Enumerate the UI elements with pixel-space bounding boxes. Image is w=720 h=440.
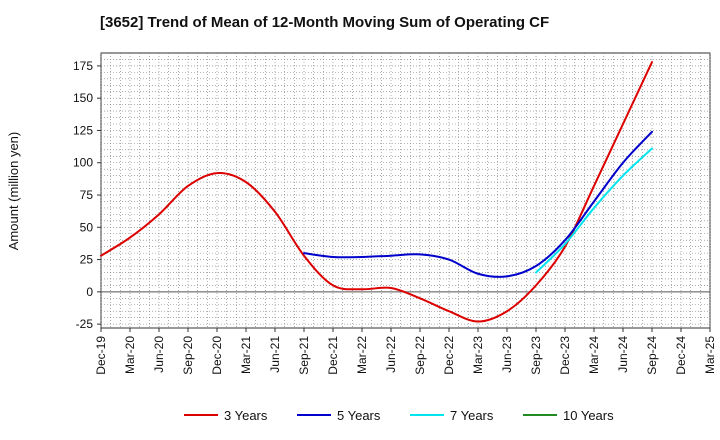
x-tick-label: Jun-23 (500, 336, 514, 373)
y-tick-label: 0 (86, 285, 93, 299)
x-tick-label: Sep-20 (181, 336, 195, 375)
x-tick-label: Sep-22 (413, 336, 427, 375)
x-tick-label: Sep-21 (297, 336, 311, 375)
y-tick-label: 150 (73, 91, 93, 105)
x-tick-label: Jun-22 (384, 336, 398, 373)
chart-title: [3652] Trend of Mean of 12-Month Moving … (100, 14, 549, 31)
y-tick-label: 50 (80, 220, 94, 234)
legend-label-10-years: 10 Years (563, 408, 614, 423)
x-tick-label: Jun-24 (616, 336, 630, 373)
y-tick-label: 125 (73, 123, 93, 137)
y-tick-label: 75 (80, 188, 94, 202)
plot-frame (100, 52, 711, 329)
x-tick-label: Dec-23 (558, 336, 572, 375)
series-line-5-years (303, 130, 653, 278)
x-tick-label: Mar-25 (703, 336, 717, 374)
x-tick-label: Dec-24 (674, 336, 688, 375)
x-tick-label: Mar-22 (355, 336, 369, 374)
series-lines (100, 61, 653, 323)
x-tick-label: Sep-24 (645, 336, 659, 375)
legend-label-3-years: 3 Years (224, 408, 268, 423)
series-line-7-years (535, 147, 653, 274)
y-tick-label: 25 (80, 253, 94, 267)
x-tick-label: Dec-19 (94, 336, 108, 375)
x-tick-label: Dec-21 (326, 336, 340, 375)
y-tick-label: 100 (73, 156, 93, 170)
x-tick-label: Dec-22 (442, 336, 456, 375)
legend-label-7-years: 7 Years (450, 408, 494, 423)
legend: 3 Years 5 Years 7 Years 10 Years (184, 408, 614, 423)
x-tick-label: Dec-20 (210, 336, 224, 375)
grid (100, 52, 711, 329)
x-tick-label: Mar-20 (123, 336, 137, 374)
x-tick-label: Sep-23 (529, 336, 543, 375)
x-tick-label: Jun-20 (152, 336, 166, 373)
y-tick-label: 175 (73, 59, 93, 73)
y-tick-label: -25 (76, 317, 94, 331)
x-tick-label: Mar-24 (587, 336, 601, 374)
x-tick-label: Jun-21 (268, 336, 282, 373)
x-tick-label: Mar-21 (239, 336, 253, 374)
legend-label-5-years: 5 Years (337, 408, 381, 423)
series-line-3-years (100, 61, 653, 323)
y-axis-label: Amount (million yen) (6, 132, 21, 251)
x-tick-label: Mar-23 (471, 336, 485, 374)
